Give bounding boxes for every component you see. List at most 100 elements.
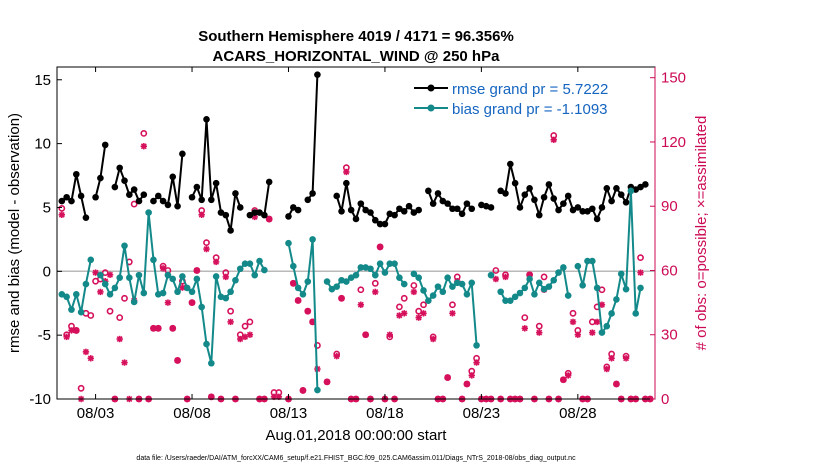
data-point [463, 290, 471, 298]
obs-assimilated-stroke [637, 269, 644, 276]
data-point [97, 271, 104, 279]
obs-assimilated-stroke [203, 246, 210, 253]
obs-assimilated-stroke [492, 276, 499, 283]
data-point [241, 260, 249, 267]
obs-assimilated-marker [265, 215, 273, 223]
rmse-series [58, 71, 649, 234]
data-point [579, 207, 586, 215]
data-point [290, 262, 297, 270]
data-point [516, 204, 524, 211]
obs-assimilated-marker [174, 357, 181, 364]
obs-assimilated-marker [560, 376, 567, 383]
obs-assimilated-marker [463, 380, 471, 388]
y2-tick-label: 120 [661, 134, 686, 151]
obs-assimilated-stroke [396, 312, 403, 319]
data-point [439, 288, 447, 296]
data-point [179, 150, 186, 158]
data-point [511, 179, 519, 187]
data-point [174, 288, 181, 296]
data-point [111, 284, 119, 292]
obs-possible-marker [130, 200, 138, 208]
data-point [526, 275, 533, 283]
obs-assimilated-stroke [463, 381, 470, 387]
data-point [627, 187, 635, 195]
obs-assimilated-stroke [160, 265, 167, 272]
y2-tick-label: 30 [661, 327, 678, 344]
data-point [574, 204, 582, 211]
data-point [371, 271, 379, 279]
obs-assimilated-stroke [598, 301, 605, 308]
obs-assimilated-marker [550, 136, 557, 144]
y-tick-label: 5 [43, 199, 51, 216]
data-point [116, 274, 123, 281]
x-tick-label: 08/18 [366, 405, 404, 422]
legend-bias-marker [427, 104, 435, 112]
data-point [502, 297, 509, 304]
obs-assimilated-stroke [372, 288, 379, 295]
data-point [449, 205, 456, 213]
data-point [208, 196, 215, 204]
data-point [179, 273, 186, 280]
data-point [400, 207, 408, 215]
y2-axis-label: # of obs: o=possible; ×=assimilated [693, 116, 710, 351]
obs-assimilated-marker [521, 325, 528, 332]
obs-assimilated-stroke [589, 329, 596, 336]
data-point [343, 278, 350, 285]
obs-assimilated-marker [82, 348, 90, 356]
data-point [309, 236, 316, 243]
obs-assimilated-marker [212, 258, 220, 266]
data-point [564, 292, 572, 299]
data-point [135, 197, 143, 205]
data-point [497, 288, 504, 296]
obs-assimilated-stroke [410, 288, 417, 295]
data-point [145, 209, 152, 216]
obs-assimilated-stroke [295, 297, 302, 304]
data-point [126, 274, 133, 281]
obs-assimilated-marker [569, 318, 577, 326]
data-point [603, 322, 611, 330]
data-point [444, 200, 451, 207]
y-tick-label: 10 [34, 136, 51, 153]
obs-assimilated-stroke [150, 325, 157, 332]
y-tick-label: -5 [38, 327, 51, 344]
data-point [203, 340, 210, 348]
obs-assimilated-stroke [87, 355, 94, 362]
x-axis: 08/03 08/08 08/13 08/18 08/23 08/28 [77, 67, 597, 422]
obs-assimilated-marker [473, 359, 480, 366]
obs-assimilated-stroke [222, 273, 229, 280]
obs-assimilated-stroke [97, 288, 104, 295]
obs-assimilated-stroke [377, 243, 384, 250]
data-point [632, 310, 640, 317]
obs-assimilated-marker [492, 275, 500, 283]
obs-assimilated-marker [622, 355, 630, 362]
data-point [111, 183, 119, 191]
obs-assimilated-stroke [299, 387, 306, 394]
data-point [550, 195, 558, 202]
obs-possible-marker [77, 384, 85, 392]
obs-possible-marker [371, 279, 379, 287]
data-point [198, 303, 205, 311]
obs-assimilated-stroke [603, 366, 610, 372]
obs-assimilated-stroke [570, 318, 576, 325]
data-point [434, 190, 442, 197]
data-point [135, 271, 143, 279]
data-point [453, 205, 461, 213]
obs-assimilated-stroke [473, 359, 480, 366]
obs-assimilated-marker [106, 271, 114, 278]
obs-assimilated-stroke [304, 308, 311, 315]
data-point [169, 173, 177, 181]
obs-assimilated-marker [193, 267, 201, 274]
x-tick-label: 08/03 [77, 405, 115, 422]
data-point [622, 199, 630, 206]
obs-assimilated-stroke [338, 295, 345, 302]
obs-assimilated-marker [362, 331, 369, 338]
data-point [400, 280, 408, 288]
bias-series [58, 187, 644, 394]
obs-assimilated-marker [169, 325, 176, 332]
data-point [77, 308, 85, 316]
obs-assimilated-stroke [415, 314, 422, 321]
data-point [82, 280, 90, 288]
data-point [540, 193, 548, 201]
data-point [593, 284, 601, 292]
obs-assimilated-marker [92, 269, 99, 276]
